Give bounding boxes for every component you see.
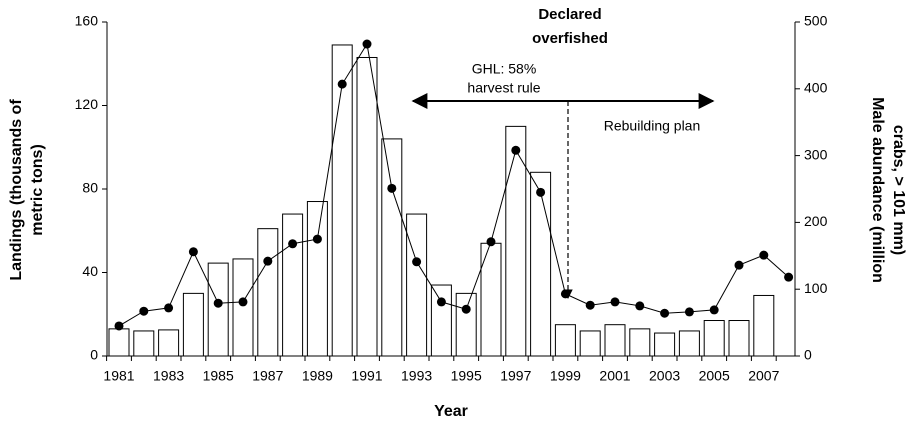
annotation: Declared — [538, 6, 601, 23]
y2-tick-label: 200 — [804, 213, 828, 229]
point — [734, 260, 744, 270]
y-tick-label: 40 — [82, 263, 98, 279]
y-axis-label: Landings (thousands of — [8, 99, 25, 281]
point — [486, 237, 496, 247]
bar — [207, 262, 229, 357]
y-tick-label: 0 — [90, 347, 98, 363]
bar — [182, 292, 204, 357]
point — [387, 183, 397, 193]
bar — [430, 284, 452, 357]
point — [436, 297, 446, 307]
bar — [108, 328, 130, 357]
y-tick-label: 80 — [82, 180, 98, 196]
y2-tick-label: 300 — [804, 146, 828, 162]
bar — [728, 320, 750, 357]
bar — [753, 294, 775, 357]
point — [337, 79, 347, 89]
x-tick-label: 1997 — [500, 368, 531, 384]
x-tick-label: 1991 — [351, 368, 382, 384]
bar — [455, 292, 477, 357]
point — [759, 250, 769, 260]
point — [164, 303, 174, 313]
point — [461, 304, 471, 314]
point — [635, 301, 645, 311]
bar — [604, 324, 626, 357]
point — [288, 239, 298, 249]
y2-tick-label: 500 — [804, 13, 828, 29]
x-tick-label: 2003 — [649, 368, 680, 384]
y2-axis-label: crabs, > 101 mm) — [890, 125, 907, 255]
bar — [654, 332, 676, 357]
point — [660, 308, 670, 318]
y2-tick-label: 0 — [804, 347, 812, 363]
x-tick-label: 1981 — [103, 368, 134, 384]
point — [412, 257, 422, 267]
y2-tick-label: 400 — [804, 80, 828, 96]
point — [114, 321, 124, 331]
bar — [629, 328, 651, 357]
y2-tick-label: 100 — [804, 280, 828, 296]
bar — [703, 320, 725, 357]
y-tick-label: 160 — [75, 13, 99, 29]
bar — [678, 330, 700, 357]
bar — [232, 258, 254, 357]
bar — [505, 125, 527, 357]
x-tick-label: 1983 — [153, 368, 184, 384]
bar — [554, 324, 576, 357]
line — [118, 42, 789, 327]
y-axis-label: metric tons) — [29, 144, 46, 236]
point — [213, 298, 223, 308]
point — [188, 247, 198, 257]
bar — [133, 330, 155, 357]
x-tick-label: 1987 — [252, 368, 283, 384]
bar — [406, 213, 428, 357]
point — [536, 187, 546, 197]
x-tick-label: 1989 — [302, 368, 333, 384]
bar — [331, 44, 353, 357]
bar — [257, 228, 279, 357]
bar — [579, 330, 601, 357]
point — [784, 272, 794, 282]
y-tick-label: 120 — [75, 96, 99, 112]
x-tick-label: 1999 — [550, 368, 581, 384]
annotation: GHL: 58% — [472, 61, 537, 77]
x-tick-label: 1985 — [203, 368, 234, 384]
point — [511, 145, 521, 155]
point — [362, 39, 372, 49]
y2-axis-label: Male abundance (million — [869, 97, 886, 283]
point — [238, 297, 248, 307]
point — [709, 305, 719, 315]
x-tick-label: 2001 — [599, 368, 630, 384]
bar — [282, 213, 304, 357]
point — [610, 297, 620, 307]
x-tick-label: 1995 — [451, 368, 482, 384]
point — [684, 307, 694, 317]
x-tick-label: 1993 — [401, 368, 432, 384]
x-tick-label: 2007 — [748, 368, 779, 384]
point — [312, 234, 322, 244]
point — [263, 256, 273, 266]
annotation: overfished — [532, 30, 608, 47]
x-tick-label: 2005 — [699, 368, 730, 384]
bar — [306, 201, 328, 357]
bar — [158, 329, 180, 357]
bar — [530, 171, 552, 357]
point — [585, 300, 595, 310]
point — [139, 306, 149, 316]
annotation: Rebuilding plan — [604, 118, 701, 134]
bar — [381, 138, 403, 357]
annotation: harvest rule — [467, 80, 540, 96]
bar — [356, 56, 378, 357]
x-axis-label: Year — [434, 403, 468, 420]
